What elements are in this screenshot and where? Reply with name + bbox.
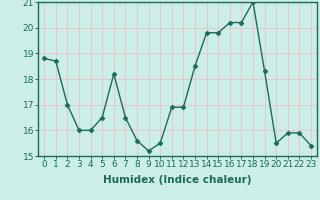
X-axis label: Humidex (Indice chaleur): Humidex (Indice chaleur): [103, 175, 252, 185]
